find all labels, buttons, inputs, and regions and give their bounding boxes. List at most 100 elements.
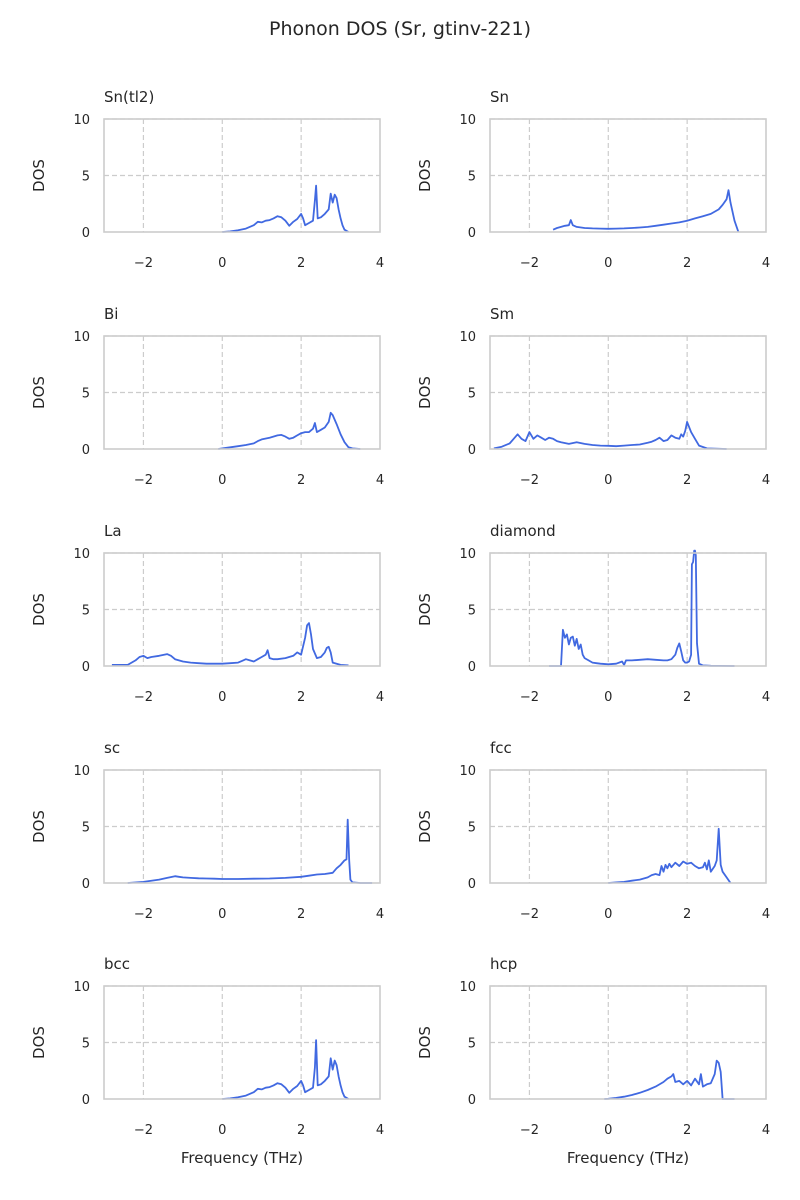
y-tick-label: 10 xyxy=(73,764,90,779)
y-tick-label: 5 xyxy=(468,821,476,836)
y-tick-label: 0 xyxy=(468,877,476,892)
x-tick-label: 0 xyxy=(218,473,226,488)
x-tick-label: 2 xyxy=(297,256,305,271)
figure-title: Phonon DOS (Sr, gtinv-221) xyxy=(268,18,532,40)
dos-line xyxy=(111,622,349,667)
dos-line xyxy=(604,1059,735,1100)
x-tick-label: 2 xyxy=(297,907,305,922)
x-tick-label: 2 xyxy=(683,907,691,922)
subplot-title: Sm xyxy=(490,305,514,323)
y-tick-label: 10 xyxy=(73,547,90,562)
y-tick-label: 0 xyxy=(468,660,476,675)
x-tick-label: −2 xyxy=(520,473,539,488)
y-tick-label: 0 xyxy=(82,1093,90,1108)
axes-frame xyxy=(103,769,381,884)
y-axis-label: DOS xyxy=(416,159,434,192)
x-tick-label: 2 xyxy=(683,1123,691,1138)
y-tick-label: 10 xyxy=(73,113,90,128)
axes-frame xyxy=(489,985,767,1100)
subplot-title: bcc xyxy=(104,955,130,973)
axes-frame xyxy=(103,985,381,1100)
dos-line xyxy=(608,827,732,884)
axes-frame xyxy=(103,335,381,450)
x-tick-label: −2 xyxy=(520,1123,539,1138)
x-axis-label: Frequency (THz) xyxy=(567,1149,689,1167)
axes-frame xyxy=(103,118,381,233)
dos-line xyxy=(218,411,361,450)
x-tick-label: 0 xyxy=(218,256,226,271)
y-axis-label: DOS xyxy=(30,593,48,626)
y-axis-label: DOS xyxy=(416,1026,434,1059)
y-tick-label: 5 xyxy=(82,604,90,619)
x-tick-label: −2 xyxy=(520,690,539,705)
y-axis-label: DOS xyxy=(416,593,434,626)
y-axis-label: DOS xyxy=(416,376,434,409)
y-tick-label: 5 xyxy=(82,387,90,402)
subplot-7: −2 0 2 4 0 5 10 fcc DOS xyxy=(416,739,770,922)
y-tick-label: 5 xyxy=(468,1037,476,1052)
axes-frame xyxy=(489,335,767,450)
y-tick-label: 0 xyxy=(82,660,90,675)
y-tick-label: 0 xyxy=(468,443,476,458)
subplot-1: −2 0 2 4 0 5 10 Sn DOS xyxy=(416,88,770,271)
x-tick-label: 4 xyxy=(762,473,770,488)
x-tick-label: 2 xyxy=(297,473,305,488)
x-tick-label: 0 xyxy=(604,907,612,922)
y-tick-label: 10 xyxy=(73,330,90,345)
y-tick-label: 10 xyxy=(459,980,476,995)
subplot-title: hcp xyxy=(490,955,517,973)
x-tick-label: 0 xyxy=(218,907,226,922)
x-tick-label: 4 xyxy=(762,690,770,705)
axes-frame xyxy=(489,552,767,667)
x-tick-label: −2 xyxy=(134,1123,153,1138)
y-axis-label: DOS xyxy=(416,810,434,843)
x-tick-label: 4 xyxy=(376,1123,384,1138)
dos-line xyxy=(222,1039,349,1100)
subplot-2: −2 0 2 4 0 5 10 Bi DOS xyxy=(30,305,384,488)
y-tick-label: 5 xyxy=(82,1037,90,1052)
y-axis-label: DOS xyxy=(30,1026,48,1059)
subplot-4: −2 0 2 4 0 5 10 La DOS xyxy=(30,522,384,705)
dos-line xyxy=(493,420,727,450)
y-tick-label: 5 xyxy=(82,170,90,185)
y-tick-label: 10 xyxy=(459,547,476,562)
y-tick-label: 10 xyxy=(459,330,476,345)
y-tick-label: 0 xyxy=(82,877,90,892)
x-tick-label: −2 xyxy=(134,473,153,488)
x-tick-label: 4 xyxy=(762,907,770,922)
x-tick-label: 4 xyxy=(762,256,770,271)
y-tick-label: 10 xyxy=(459,764,476,779)
x-axis-label: Frequency (THz) xyxy=(181,1149,303,1167)
subplot-title: sc xyxy=(104,739,120,757)
x-tick-label: 4 xyxy=(762,1123,770,1138)
x-tick-label: 0 xyxy=(604,690,612,705)
y-tick-label: 5 xyxy=(468,170,476,185)
subplot-8: −2 0 2 4 0 5 10 bcc DOS Frequency (THz) xyxy=(30,955,384,1167)
y-tick-label: 10 xyxy=(459,113,476,128)
subplot-title: fcc xyxy=(490,739,512,757)
y-axis-label: DOS xyxy=(30,159,48,192)
x-tick-label: 0 xyxy=(604,1123,612,1138)
dos-line xyxy=(222,184,349,233)
x-tick-label: 4 xyxy=(376,907,384,922)
subplot-title: Sn xyxy=(490,88,509,106)
x-tick-label: 2 xyxy=(683,690,691,705)
x-tick-label: 2 xyxy=(297,690,305,705)
x-tick-label: −2 xyxy=(134,907,153,922)
subplot-title: Sn(tl2) xyxy=(104,88,154,106)
dos-line xyxy=(127,818,373,884)
x-tick-label: −2 xyxy=(134,256,153,271)
dos-line xyxy=(552,189,740,233)
y-axis-label: DOS xyxy=(30,376,48,409)
axes-frame xyxy=(489,769,767,884)
subplot-3: −2 0 2 4 0 5 10 Sm DOS xyxy=(416,305,770,488)
x-tick-label: 4 xyxy=(376,473,384,488)
axes-frame xyxy=(103,552,381,667)
x-tick-label: 0 xyxy=(604,473,612,488)
x-tick-label: 4 xyxy=(376,256,384,271)
subplot-9: −2 0 2 4 0 5 10 hcp DOS Frequency (THz) xyxy=(416,955,770,1167)
y-tick-label: 0 xyxy=(468,226,476,241)
x-tick-label: 0 xyxy=(218,1123,226,1138)
